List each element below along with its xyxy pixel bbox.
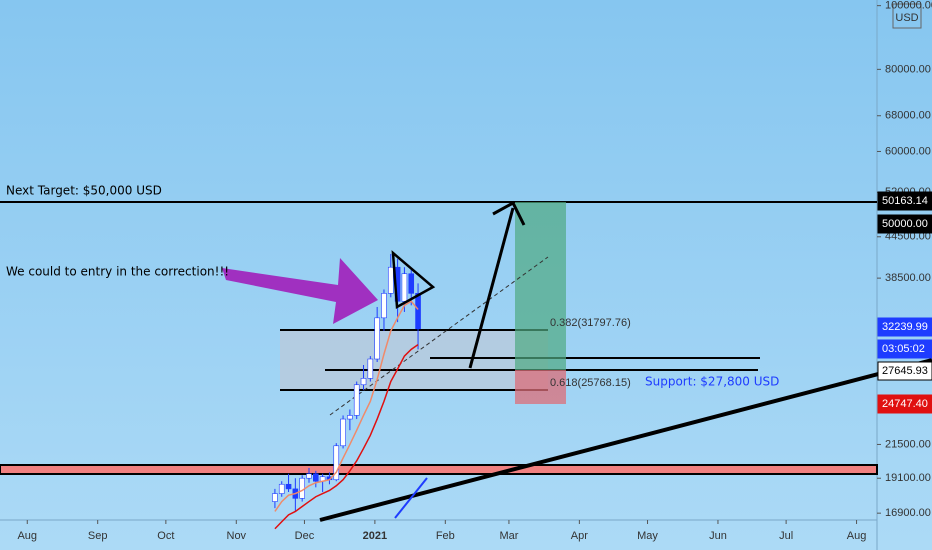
price-badge xyxy=(877,317,932,337)
y-tick-label: 19100.00 xyxy=(885,472,931,484)
candle-body xyxy=(360,378,367,386)
y-tick-label: 80000.00 xyxy=(885,63,931,75)
y-tick-label: 44500.00 xyxy=(885,231,931,243)
trendline xyxy=(319,358,932,522)
annotation: We could to entry in the correction!!! xyxy=(6,265,229,279)
candle-body xyxy=(347,415,353,420)
x-tick-label: Sep xyxy=(88,530,108,542)
x-tick-label: Oct xyxy=(157,530,174,542)
price-badge xyxy=(877,394,932,414)
candles xyxy=(272,253,421,530)
candle-body xyxy=(333,445,340,481)
x-tick-label: Dec xyxy=(295,530,315,542)
price-badge-label: 50163.14 xyxy=(882,195,928,207)
y-tick-label: 100000.00 xyxy=(885,0,932,12)
candle-body xyxy=(353,384,360,416)
y-tick-label: 16900.00 xyxy=(885,507,931,519)
candle-body xyxy=(408,273,415,294)
x-tick-label: 2021 xyxy=(363,530,387,542)
x-tick-label: Aug xyxy=(847,530,867,542)
candle-body xyxy=(313,473,319,482)
price-badge xyxy=(877,361,932,381)
dashed-line xyxy=(329,256,549,416)
price-badge-label: 50000.00 xyxy=(882,218,928,230)
x-tick-label: Mar xyxy=(499,530,518,542)
price-badge xyxy=(877,191,932,211)
candle-body xyxy=(367,358,374,379)
x-tick-label: Jun xyxy=(709,530,727,542)
annotation: Next Target: $50,000 USD xyxy=(6,184,162,198)
x-tick-label: Jul xyxy=(779,530,793,542)
price-badge-label: 03:05:02 xyxy=(882,343,925,355)
currency: USD xyxy=(895,12,918,24)
y-tick-label: 21500.00 xyxy=(885,438,931,450)
x-tick-label: Apr xyxy=(571,530,588,542)
blue-line xyxy=(394,477,428,519)
candle-body xyxy=(299,477,305,499)
overlay-drawings xyxy=(222,200,526,369)
x-tick-label: May xyxy=(637,530,658,542)
candle-body xyxy=(381,293,387,319)
long-profit xyxy=(515,202,566,370)
triangle xyxy=(391,250,436,310)
x-tick-label: Feb xyxy=(436,530,455,542)
price-badge xyxy=(877,214,932,234)
resistance-band xyxy=(0,464,878,475)
y-tick-label: 68000.00 xyxy=(885,110,931,122)
annotation: 0.382(31797.76) xyxy=(550,317,631,329)
fib-box xyxy=(280,330,548,390)
candle-body xyxy=(306,473,312,479)
annotation: 0.618(25768.15) xyxy=(550,377,631,389)
price-badge xyxy=(877,339,932,359)
candle-body xyxy=(387,266,394,294)
x-tick-label: Nov xyxy=(227,530,247,542)
up-arrow xyxy=(468,207,515,369)
x-tick-label: Aug xyxy=(17,530,37,542)
candle-body xyxy=(278,483,285,494)
candle-body xyxy=(374,317,380,360)
purple-arrow xyxy=(222,258,378,324)
price-badge-label: 24747.40 xyxy=(882,398,928,410)
price-badge-label: 32239.99 xyxy=(882,321,928,333)
moving-average xyxy=(274,300,419,512)
currency-box xyxy=(892,3,922,29)
y-tick-label: 38500.00 xyxy=(885,272,931,284)
candle-body xyxy=(401,273,408,302)
annotation: Support: $27,800 USD xyxy=(645,375,779,389)
candle-body xyxy=(285,483,292,490)
y-tick-label: 60000.00 xyxy=(885,145,931,157)
price-badge-label: 27645.93 xyxy=(882,365,928,377)
candle-body xyxy=(340,418,346,447)
candle-body xyxy=(415,293,421,330)
candle-body xyxy=(272,493,278,502)
up-arrow-head xyxy=(492,200,526,226)
moving-average xyxy=(274,344,419,530)
long-loss xyxy=(515,370,566,404)
